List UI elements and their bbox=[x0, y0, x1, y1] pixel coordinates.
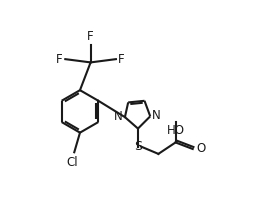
Text: F: F bbox=[87, 30, 94, 43]
Text: N: N bbox=[152, 109, 161, 122]
Text: Cl: Cl bbox=[67, 156, 78, 169]
Text: S: S bbox=[134, 140, 142, 153]
Text: HO: HO bbox=[167, 124, 185, 137]
Text: N: N bbox=[114, 110, 123, 123]
Text: F: F bbox=[56, 53, 63, 66]
Text: F: F bbox=[118, 53, 125, 66]
Text: O: O bbox=[196, 143, 205, 155]
